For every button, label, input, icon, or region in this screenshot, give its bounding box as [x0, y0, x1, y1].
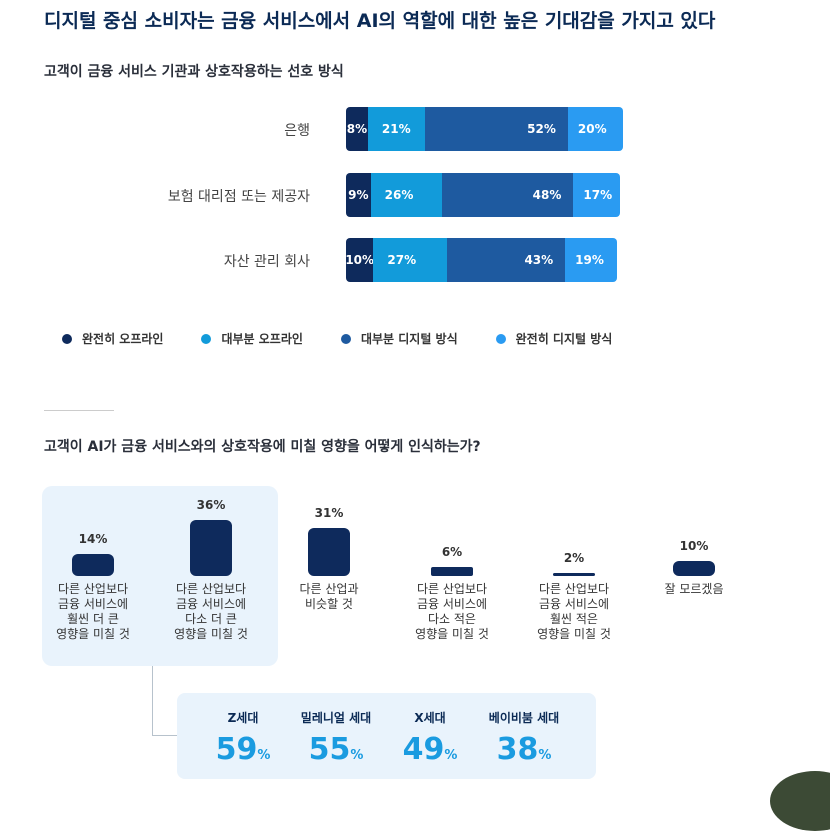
legend-label: 완전히 오프라인 — [82, 332, 164, 346]
generation-number: 55 — [308, 732, 351, 767]
category-label: 다른 산업과 비슷할 것 — [299, 581, 359, 611]
generation-value: 59% — [193, 732, 293, 767]
legend-dot-icon — [201, 333, 212, 344]
generation-unit: % — [350, 748, 364, 763]
legend-label: 대부분 디지털 방식 — [360, 332, 458, 346]
generation-number: 49 — [402, 732, 445, 767]
stacked-chart-title: 고객이 금융 서비스 기관과 상호작용하는 선호 방식 — [44, 64, 344, 80]
bar-segment: 52% — [425, 107, 568, 151]
perception-column: 2% 다른 산업보다 금융 서비스에 훨씬 적은 영향을 미칠 것 — [524, 551, 624, 642]
legend-label: 대부분 오프라인 — [221, 332, 303, 346]
generation-value: 38% — [474, 732, 574, 767]
stacked-bar: 10% 27% 43% 19% — [346, 238, 618, 282]
generation-stat: 베이비붐 세대 38% — [474, 709, 574, 767]
bar-segment: 17% — [573, 173, 620, 217]
perception-bar — [431, 566, 473, 576]
decorative-shape — [770, 771, 830, 831]
highlight-box — [42, 486, 278, 666]
generation-label: Z세대 — [227, 711, 259, 725]
perception-column: 6% 다른 산업보다 금융 서비스에 다소 적은 영향을 미칠 것 — [402, 545, 502, 642]
bar-segment: 26% — [370, 173, 442, 217]
category-label: 다른 산업보다 금융 서비스에 다소 적은 영향을 미칠 것 — [415, 581, 489, 641]
perception-column: 10% 잘 모르겠음 — [644, 539, 744, 598]
value-label: 14% — [78, 532, 108, 547]
legend-item: 대부분 디지털 방식 — [340, 330, 458, 347]
category-label: 잘 모르겠음 — [664, 582, 724, 596]
value-label: 2% — [563, 550, 585, 565]
generation-stat: Z세대 59% — [193, 709, 293, 767]
legend-dot-icon — [62, 333, 72, 344]
legend-label: 완전히 디지털 방식 — [515, 332, 613, 346]
value-label: 31% — [314, 505, 344, 520]
generation-label: 베이비붐 세대 — [488, 711, 560, 725]
category-label: 다른 산업보다 금융 서비스에 다소 더 큰 영향을 미칠 것 — [174, 581, 248, 641]
legend-dot-icon — [495, 333, 506, 344]
row-label: 자산 관리 회사 — [223, 254, 310, 270]
generation-label: X세대 — [414, 711, 446, 725]
chart-legend: 완전히 오프라인 대부분 오프라인 대부분 디지털 방식 완전히 디지털 방식 — [62, 330, 612, 347]
connector-line — [152, 735, 178, 736]
perception-column: 36% 다른 산업보다 금융 서비스에 다소 더 큰 영향을 미칠 것 — [161, 498, 261, 642]
bar-segment: 43% — [447, 238, 566, 282]
bar-segment: 20% — [567, 107, 623, 151]
bar-segment: 48% — [441, 173, 574, 217]
perception-chart-title: 고객이 AI가 금융 서비스와의 상호작용에 미칠 영향을 어떻게 인식하는가? — [44, 439, 481, 455]
legend-item: 대부분 오프라인 — [201, 330, 303, 347]
stacked-bar: 8% 21% 52% 20% — [346, 107, 623, 151]
row-label: 은행 — [284, 123, 310, 139]
bar-segment: 10% — [346, 238, 374, 282]
generation-breakdown: Z세대 59% 밀레니얼 세대 55% X세대 49% 베이비붐 세대 38% — [177, 693, 596, 779]
bar-segment: 21% — [367, 107, 426, 151]
page-title: 디지털 중심 소비자는 금융 서비스에서 AI의 역할에 대한 높은 기대감을 … — [44, 10, 716, 32]
category-label: 다른 산업보다 금융 서비스에 훨씬 적은 영향을 미칠 것 — [537, 581, 611, 641]
perception-bar — [308, 527, 350, 576]
perception-bar — [72, 554, 114, 576]
generation-unit: % — [444, 748, 458, 763]
perception-column: 14% 다른 산업보다 금융 서비스에 훨씬 더 큰 영향을 미칠 것 — [43, 532, 143, 642]
generation-number: 59 — [215, 732, 258, 767]
generation-stat: 밀레니얼 세대 55% — [286, 709, 386, 767]
generation-value: 49% — [380, 732, 480, 767]
generation-number: 38 — [496, 732, 539, 767]
category-label: 다른 산업보다 금융 서비스에 훨씬 더 큰 영향을 미칠 것 — [56, 581, 130, 641]
generation-stat: X세대 49% — [380, 709, 480, 767]
perception-column: 31% 다른 산업과 비슷할 것 — [279, 506, 379, 612]
legend-dot-icon — [340, 333, 351, 344]
value-label: 36% — [196, 498, 226, 513]
generation-unit: % — [538, 748, 552, 763]
generation-label: 밀레니얼 세대 — [300, 711, 372, 725]
stacked-bar: 9% 26% 48% 17% — [346, 173, 620, 217]
bar-segment: 9% — [346, 173, 371, 217]
row-label: 보험 대리점 또는 제공자 — [167, 189, 310, 205]
perception-bar — [553, 572, 595, 576]
perception-bar — [190, 520, 232, 576]
perception-bar — [673, 560, 715, 576]
bar-segment: 27% — [373, 238, 448, 282]
value-label: 6% — [441, 544, 463, 559]
bar-segment: 8% — [346, 107, 368, 151]
generation-value: 55% — [286, 732, 386, 767]
connector-line — [152, 666, 153, 736]
section-divider — [44, 410, 114, 411]
legend-item: 완전히 디지털 방식 — [495, 330, 613, 347]
value-label: 10% — [679, 538, 709, 553]
bar-segment: 19% — [565, 238, 618, 282]
legend-item: 완전히 오프라인 — [62, 330, 163, 347]
generation-unit: % — [257, 748, 271, 763]
